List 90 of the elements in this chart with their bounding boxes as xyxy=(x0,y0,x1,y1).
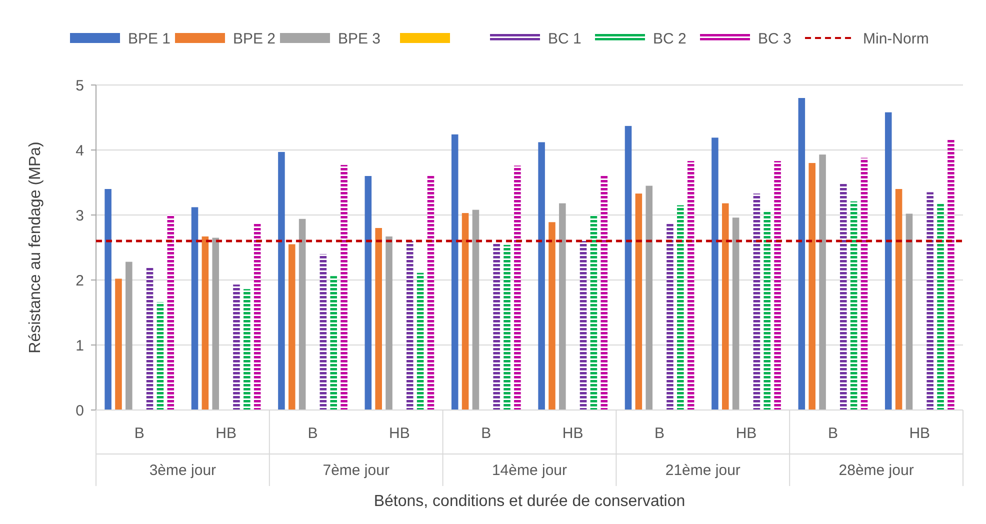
bar xyxy=(590,215,598,410)
bar xyxy=(330,276,337,410)
bar xyxy=(600,176,608,410)
bar xyxy=(722,203,729,410)
legend-label: BPE 2 xyxy=(233,30,276,48)
text: 28ème jour xyxy=(838,462,914,479)
bar xyxy=(298,218,306,410)
bar xyxy=(948,138,954,410)
bar xyxy=(278,152,285,410)
bar xyxy=(666,222,674,410)
bar xyxy=(798,98,806,410)
legend-label: BPE 3 xyxy=(338,30,381,48)
x-tick-label: HB xyxy=(389,425,410,442)
bar xyxy=(364,176,372,410)
x-tick-label: B xyxy=(134,425,144,442)
bar xyxy=(850,201,858,410)
bar xyxy=(472,210,480,410)
bar xyxy=(635,194,642,410)
bar xyxy=(774,161,781,410)
bar xyxy=(416,272,424,410)
bar xyxy=(406,241,414,410)
bar xyxy=(687,161,694,410)
bar xyxy=(884,112,892,410)
bar xyxy=(104,189,112,410)
bar xyxy=(288,244,296,410)
bar xyxy=(156,302,164,410)
bar xyxy=(808,163,816,410)
text: 7ème jour xyxy=(322,462,390,479)
bar xyxy=(937,204,944,410)
bar xyxy=(860,158,868,410)
bar xyxy=(906,214,913,410)
y-tick-label: 1 xyxy=(76,337,84,354)
legend-label: BPE 1 xyxy=(128,30,171,48)
bar xyxy=(819,154,826,410)
bar xyxy=(202,236,209,410)
bar xyxy=(559,203,566,410)
bar xyxy=(764,210,770,410)
bar xyxy=(451,134,458,410)
bar xyxy=(840,184,847,410)
bar xyxy=(386,236,392,410)
y-tick-label: 3 xyxy=(76,207,84,224)
y-tick-label: 4 xyxy=(76,142,84,160)
bar xyxy=(233,284,240,410)
legend-label: BC 2 xyxy=(653,30,686,48)
x-tick-label: HB xyxy=(216,425,236,442)
legend-label: Min-Norm xyxy=(863,30,929,48)
x-tick-label: HB xyxy=(562,425,584,442)
x-tick-label: B xyxy=(481,425,492,442)
bar xyxy=(712,138,718,410)
bar xyxy=(580,241,587,410)
text: 3ème jour xyxy=(149,462,216,479)
bar xyxy=(340,164,348,410)
x-tick-label: HB xyxy=(909,425,930,442)
legend-label: BC 1 xyxy=(548,30,582,48)
x-tick-label: B xyxy=(654,425,665,442)
bar xyxy=(462,213,469,410)
legend-label: BC 3 xyxy=(758,30,792,48)
bar xyxy=(244,289,250,410)
bar xyxy=(427,176,434,410)
bar xyxy=(646,186,653,410)
y-tick-label: 2 xyxy=(76,272,84,290)
y-tick-label: 0 xyxy=(76,402,84,420)
text: 14ème jour xyxy=(492,462,568,479)
bar xyxy=(926,192,934,410)
bar xyxy=(504,244,510,410)
bar xyxy=(493,242,500,410)
bar xyxy=(677,205,684,410)
bar xyxy=(126,262,132,410)
bar xyxy=(212,238,220,410)
bar xyxy=(115,278,122,410)
y-tick-label: 5 xyxy=(76,77,84,94)
bar xyxy=(167,214,174,410)
bar xyxy=(538,142,545,410)
bar xyxy=(146,267,154,410)
text: 21ème jour xyxy=(665,462,740,479)
bar xyxy=(732,218,740,410)
bar xyxy=(624,126,632,410)
bar xyxy=(895,189,902,410)
x-tick-label: B xyxy=(308,425,318,442)
bar xyxy=(548,222,556,410)
x-tick-label: HB xyxy=(736,425,757,442)
x-tick-label: B xyxy=(828,425,838,442)
y-axis-title: Résistance au fendage (MPa) xyxy=(27,142,44,354)
bar xyxy=(254,223,261,410)
bar xyxy=(320,254,327,410)
x-axis-title: Bétons, conditions et durée de conservation xyxy=(374,493,686,510)
bar xyxy=(514,166,521,410)
bar xyxy=(191,207,198,410)
bar xyxy=(375,228,382,410)
bar xyxy=(753,194,760,410)
